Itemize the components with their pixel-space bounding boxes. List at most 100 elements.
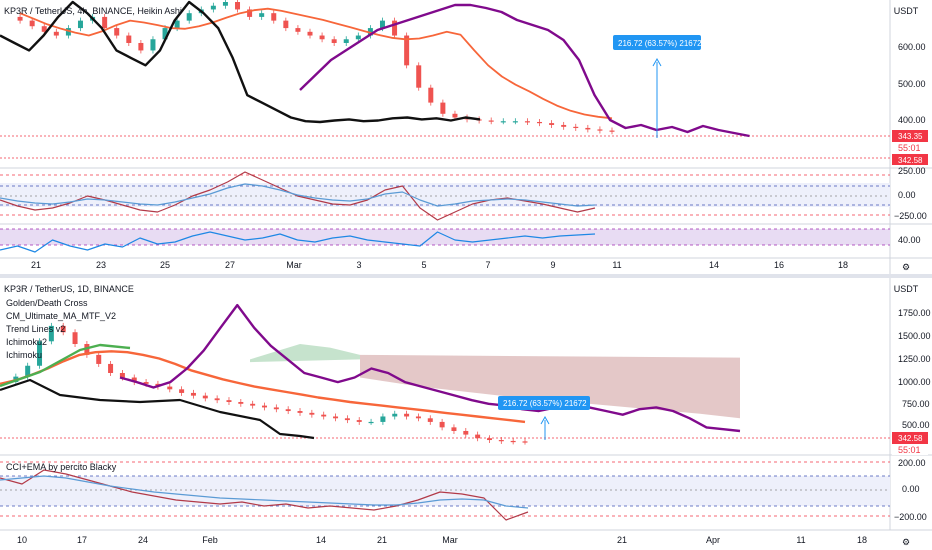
bottom-candle	[131, 377, 137, 383]
top-candle	[222, 2, 228, 6]
bottom-candle	[226, 400, 232, 402]
top-countdown: 55:01	[898, 143, 921, 153]
bottom-price-tick: 1750.00	[898, 308, 931, 318]
top-candle	[114, 28, 120, 36]
bottom-time-tick: 18	[857, 535, 867, 545]
bottom-candle	[498, 440, 504, 442]
top-candle	[379, 20, 385, 29]
indicator-legend-item[interactable]: Ichimoku	[6, 350, 42, 360]
top-time-tick: 25	[160, 260, 170, 270]
bottom-candle	[510, 440, 516, 443]
bottom-time-axis[interactable]: 10 17 24 Feb 14 21 Mar 21 Apr 11 18	[17, 535, 867, 545]
bottom-axis-settings-icon[interactable]: ⚙	[902, 537, 910, 547]
bottom-candle	[297, 411, 303, 413]
bottom-candle	[273, 407, 279, 410]
top-candle	[271, 13, 277, 21]
top-third-price-tag	[892, 154, 928, 165]
top-last-price-tag	[892, 130, 928, 142]
top-candle	[331, 39, 337, 43]
top-third-price: 342.58	[898, 156, 923, 165]
top-rsi-line	[0, 231, 596, 253]
top-time-axis[interactable]: 21 23 25 27 Mar 3 5 7 9 11 14 16 18	[31, 260, 848, 270]
bottom-candle	[250, 403, 256, 406]
bottom-time-tick: 24	[138, 535, 148, 545]
top-candle	[404, 35, 410, 66]
top-candle	[150, 39, 156, 51]
bottom-time-tick: 21	[617, 535, 627, 545]
indicator-legend-item[interactable]: Trend Lines v2	[6, 324, 65, 334]
bottom-time-tick: 21	[377, 535, 387, 545]
top-chart-layer	[0, 0, 890, 253]
top-cci-tick: 0.00	[898, 190, 916, 200]
indicator-legend-item[interactable]: Ichimoku2	[6, 337, 47, 347]
top-candle	[488, 120, 494, 122]
bottom-candle	[415, 416, 421, 419]
top-candle	[126, 35, 132, 43]
top-measure-box[interactable]	[613, 35, 701, 50]
top-candle	[162, 28, 168, 40]
top-candle	[174, 20, 180, 29]
pane-divider[interactable]	[0, 274, 932, 278]
top-currency-label[interactable]: USDT	[894, 6, 919, 16]
bottom-measure-box[interactable]	[498, 396, 590, 410]
top-candle	[549, 123, 555, 125]
bottom-cci-line	[0, 469, 529, 521]
bottom-candle	[60, 325, 66, 333]
top-measure-arrowhead	[652, 57, 662, 67]
bottom-candle	[368, 421, 374, 424]
top-cci-tick: 250.00	[898, 166, 926, 176]
top-axis-settings-icon[interactable]: ⚙	[902, 262, 910, 272]
top-price-pane[interactable]	[0, 0, 890, 168]
bottom-candle	[475, 434, 481, 439]
top-countdown-box	[892, 142, 928, 154]
top-cci-tick: −250.00	[894, 211, 927, 221]
top-candle	[138, 42, 144, 51]
top-candle	[585, 127, 591, 130]
bottom-candle	[309, 412, 315, 415]
bottom-candle	[451, 427, 457, 431]
bottom-candle	[167, 386, 173, 390]
bottom-time-tick: Feb	[202, 535, 218, 545]
bottom-cci-ema-line	[0, 475, 529, 509]
bottom-purple-line	[119, 303, 741, 433]
bottom-measure-arrowhead	[540, 415, 550, 425]
top-price-tick: 600.00	[898, 42, 926, 52]
top-candle	[17, 16, 23, 21]
top-candle	[452, 113, 458, 118]
top-rsi-tick: 40.00	[898, 235, 921, 245]
top-price-tick: 500.00	[898, 79, 926, 89]
top-rsi-band	[0, 229, 890, 245]
top-candle	[65, 28, 71, 36]
top-time-tick: 7	[485, 260, 490, 270]
bottom-time-tick: 17	[77, 535, 87, 545]
top-chart-title: KP3R / TetherUS, 4h, BINANCE, Heikin Ash…	[4, 6, 182, 16]
bottom-candle	[380, 416, 386, 422]
bottom-countdown-box	[892, 444, 928, 455]
bottom-chart-layer	[0, 303, 890, 521]
top-candle	[307, 31, 313, 36]
bottom-cci-tick: −200.00	[894, 512, 927, 522]
bottom-currency-label[interactable]: USDT	[894, 284, 919, 294]
bottom-green-ma-line	[0, 343, 131, 388]
top-purple-line	[299, 3, 750, 138]
top-time-tick: 27	[225, 260, 235, 270]
bottom-candle	[333, 416, 339, 419]
top-candle	[500, 121, 506, 123]
top-candle	[524, 121, 530, 123]
top-time-tick: 5	[421, 260, 426, 270]
top-candle	[428, 87, 434, 103]
bottom-countdown: 55:01	[898, 445, 921, 455]
bottom-candle	[356, 420, 362, 422]
top-candle	[235, 2, 241, 10]
bottom-candle	[463, 430, 469, 435]
top-candle	[102, 16, 108, 29]
bottom-candle	[190, 392, 196, 396]
indicator-legend-item[interactable]: Golden/Death Cross	[6, 298, 88, 308]
top-candle	[392, 20, 398, 36]
bottom-time-tick: 14	[316, 535, 326, 545]
indicator-legend-item[interactable]: CM_Ultimate_MA_MTF_V2	[6, 311, 116, 321]
top-candle	[41, 26, 47, 32]
cci-indicator-title[interactable]: CCI+EMA by percito Blacky	[6, 462, 117, 472]
top-candle	[53, 31, 59, 36]
